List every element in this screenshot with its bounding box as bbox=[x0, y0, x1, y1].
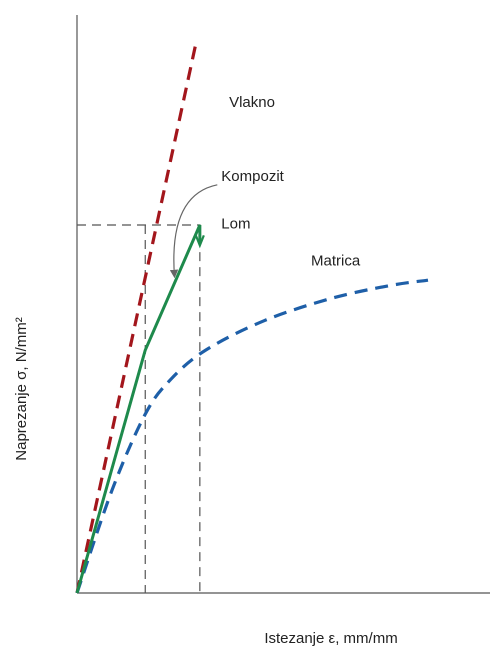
series-kompozit-end-arrow bbox=[194, 234, 205, 249]
y-axis-title: Naprezanje σ, N/mm² bbox=[13, 317, 30, 460]
annotation-matrica: Matrica bbox=[311, 252, 361, 269]
series-matrica-line bbox=[75, 278, 429, 594]
annotation-vlakno: Vlakno bbox=[229, 94, 275, 111]
annotation-kompozit: Kompozit bbox=[221, 168, 284, 185]
reference-line-1 bbox=[77, 224, 201, 593]
series bbox=[75, 42, 429, 594]
annotation-kompozit-arrow bbox=[169, 184, 218, 279]
series-vlakno-line bbox=[75, 42, 198, 594]
series-kompozit-line bbox=[75, 224, 202, 594]
x-axis-title: Istezanje ε, mm/mm bbox=[264, 630, 397, 647]
annotation-lom: Lom bbox=[221, 216, 250, 233]
axes bbox=[76, 15, 490, 594]
reference-lines bbox=[77, 224, 201, 593]
annotations: Vlakno Kompozit Lom Matrica bbox=[169, 94, 361, 279]
